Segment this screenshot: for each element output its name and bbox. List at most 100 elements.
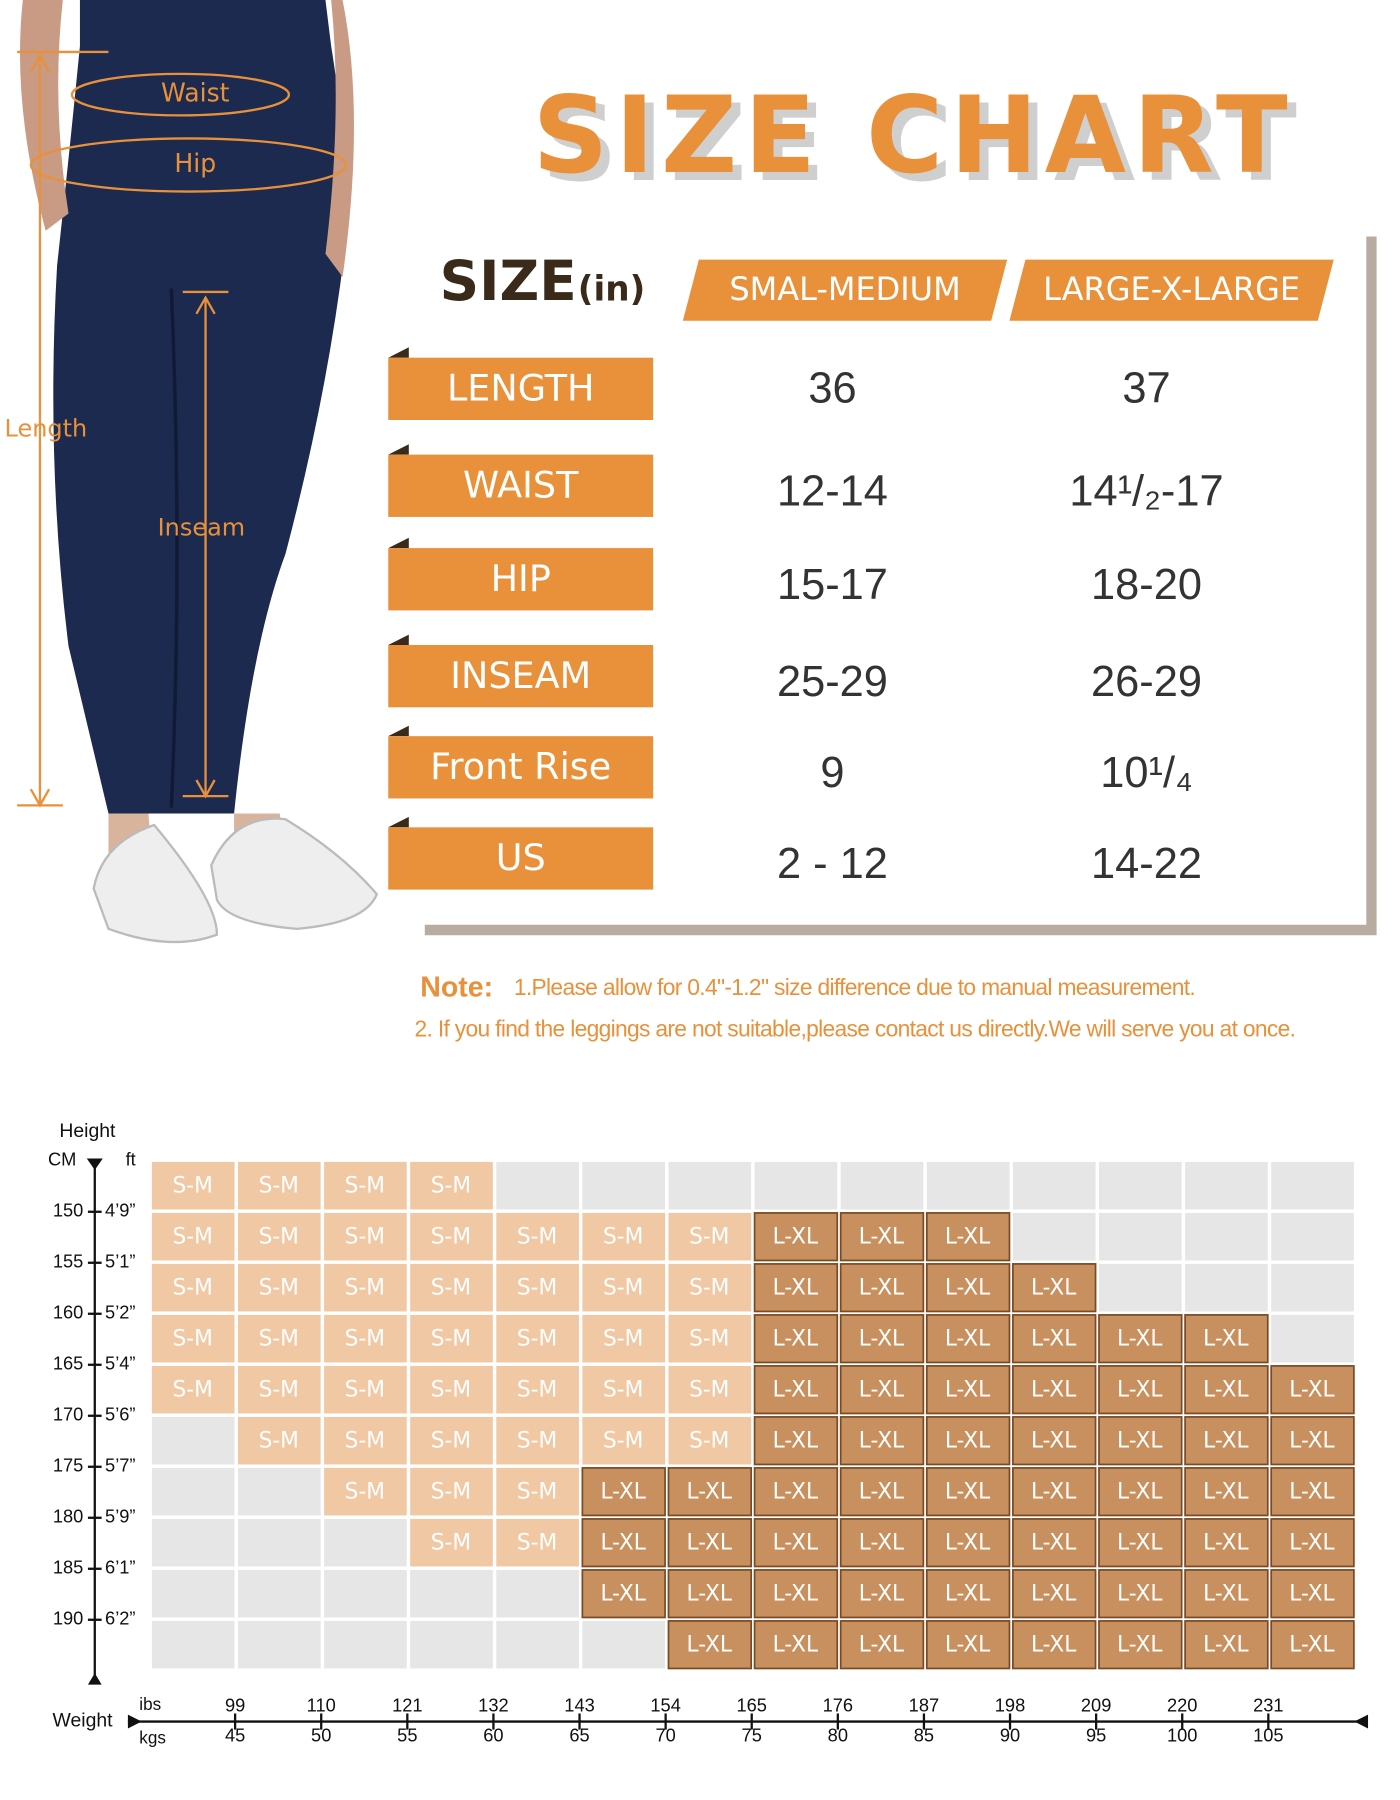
fit-cell [1184,1416,1269,1466]
fit-cell-label: L-XL [859,1377,905,1402]
fit-cell [581,1467,666,1517]
weight-kgs: 60 [483,1724,503,1745]
fit-cell [237,1569,321,1618]
fit-cell-label: L-XL [1031,1377,1077,1402]
fit-cell-label: L-XL [1031,1275,1077,1300]
fit-cell-label: L-XL [600,1581,646,1606]
height-cm: 185 [53,1557,83,1578]
fit-cell [925,1569,1011,1619]
fit-cell [324,1620,407,1669]
weight-lbs: 187 [909,1694,939,1715]
fit-cell [753,1518,839,1568]
row-label-bg [388,645,654,708]
fit-cell [1098,1161,1182,1210]
height-ft: 6’1” [105,1557,135,1578]
fit-cell [839,1569,925,1619]
fit-cell [839,1518,925,1568]
fit-cell-label: L-XL [1203,1428,1249,1453]
row-label-bg [388,357,654,420]
fit-cell [754,1161,838,1210]
fit-cell-label: S-M [259,1377,299,1402]
fit-cell [839,1263,925,1313]
weight-kgs: 65 [569,1724,589,1745]
weight-lbs: 143 [564,1694,594,1715]
fit-cell-label: L-XL [859,1428,905,1453]
size-value: 9 [820,749,844,797]
fit-cell-label: S-M [172,1275,212,1300]
fit-cell [324,1161,407,1210]
height-cm: 180 [53,1506,83,1527]
fit-cell [839,1212,925,1262]
fit-cell [237,1212,321,1261]
fit-cell [496,1263,579,1312]
fit-cell [925,1518,1011,1568]
fit-cell-label: S-M [689,1326,729,1351]
fit-cell-label: S-M [259,1326,299,1351]
fit-cell [496,1212,579,1261]
fit-cell [1271,1314,1354,1363]
fit-cell-label: S-M [689,1224,729,1249]
fit-cell [839,1467,925,1517]
fit-cell [496,1314,579,1363]
height-ft: 5’6” [105,1404,135,1425]
fit-cell [151,1416,235,1465]
fit-cell [410,1620,493,1669]
fit-cell [839,1620,925,1670]
fit-cell-label: S-M [259,1224,299,1249]
weight-kgs: 70 [655,1724,675,1745]
fit-cell-label: L-XL [1203,1632,1249,1657]
weight-kgs: 105 [1253,1724,1283,1745]
fit-cell-label: S-M [431,1530,471,1555]
fit-cell [496,1467,579,1516]
height-cm: 165 [53,1353,83,1374]
height-ft: 5’1” [105,1251,135,1272]
fit-cell [1270,1569,1355,1619]
fit-cell [668,1212,752,1261]
fit-cell-label: L-XL [773,1581,819,1606]
fit-cell-label: L-XL [945,1581,991,1606]
row-label-bg [388,454,654,517]
row-label-tab [388,634,409,645]
fit-cell-label: L-XL [773,1530,819,1555]
fit-cell-label: S-M [603,1275,643,1300]
fit-cell-label: S-M [517,1428,557,1453]
fit-cell [1185,1263,1268,1312]
fit-cell-label: L-XL [773,1428,819,1453]
fit-cell [1184,1314,1269,1364]
weight-kgs: 50 [311,1724,331,1745]
title: SIZE CHART [533,74,1295,198]
cm-label: CM [48,1149,76,1170]
fit-cell [410,1569,493,1618]
fit-cell [753,1314,839,1364]
fit-cell-label: L-XL [687,1479,733,1504]
size-value: 36 [808,365,856,413]
fit-cell-label: S-M [259,1428,299,1453]
row-label-bg [388,827,654,890]
fit-cell [582,1620,666,1669]
size-value: 37 [1122,365,1170,413]
fit-cell [410,1263,493,1312]
fit-cell-label: L-XL [1289,1530,1335,1555]
height-cm: 150 [53,1200,83,1221]
height-ft: 5’7” [105,1455,135,1476]
fit-cell-label: L-XL [773,1632,819,1657]
ft-label: ft [126,1149,136,1170]
fit-cell-label: S-M [603,1428,643,1453]
note-line: 2. If you find the leggings are not suit… [415,1015,1296,1041]
fit-cell-label: L-XL [1289,1581,1335,1606]
fit-cell [582,1161,666,1210]
weight-kgs: 85 [914,1724,934,1745]
weight-lbs: 220 [1167,1694,1197,1715]
fit-cell-label: S-M [345,1326,385,1351]
fit-cell-label: S-M [345,1479,385,1504]
fit-cell [151,1314,235,1363]
fit-cell-label: L-XL [859,1581,905,1606]
row-label: US [496,836,546,879]
fit-cell [237,1161,321,1210]
fit-cell [667,1569,753,1619]
fit-cell-label: S-M [431,1479,471,1504]
height-cm: 190 [53,1608,83,1629]
fit-cell-label: L-XL [1117,1428,1163,1453]
height-cm: 160 [53,1302,83,1323]
fit-cell [668,1161,752,1210]
